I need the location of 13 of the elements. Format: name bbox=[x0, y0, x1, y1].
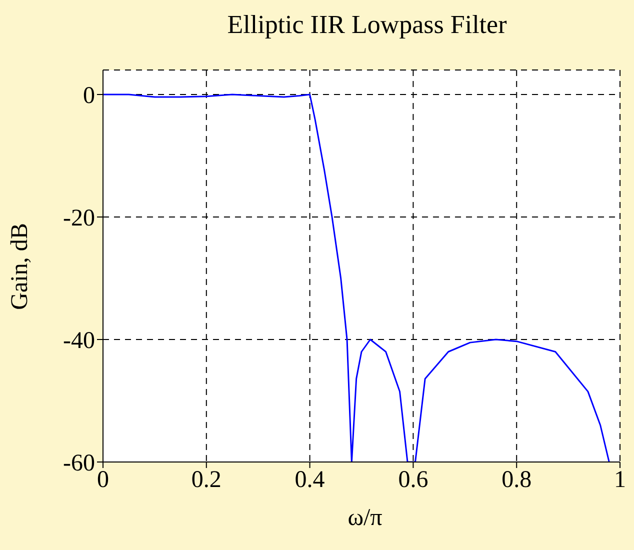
x-tick-label: 0.6 bbox=[398, 467, 428, 494]
chart-title: Elliptic IIR Lowpass Filter bbox=[226, 10, 508, 40]
x-tick-label: 0.2 bbox=[191, 467, 222, 494]
x-tick-label: 0.4 bbox=[294, 467, 325, 494]
y-axis-title: Gain, dB bbox=[6, 222, 34, 310]
x-tick-label: 1 bbox=[614, 467, 626, 494]
line-series bbox=[103, 94, 610, 462]
x-axis-title: ω/π bbox=[346, 505, 384, 532]
x-tick-label: 0.8 bbox=[502, 467, 532, 494]
y-tick-label: 0 bbox=[83, 83, 95, 110]
y-tick-label: -20 bbox=[63, 206, 95, 232]
y-tick-label: -60 bbox=[63, 450, 95, 477]
y-tick-label: -40 bbox=[63, 328, 95, 354]
